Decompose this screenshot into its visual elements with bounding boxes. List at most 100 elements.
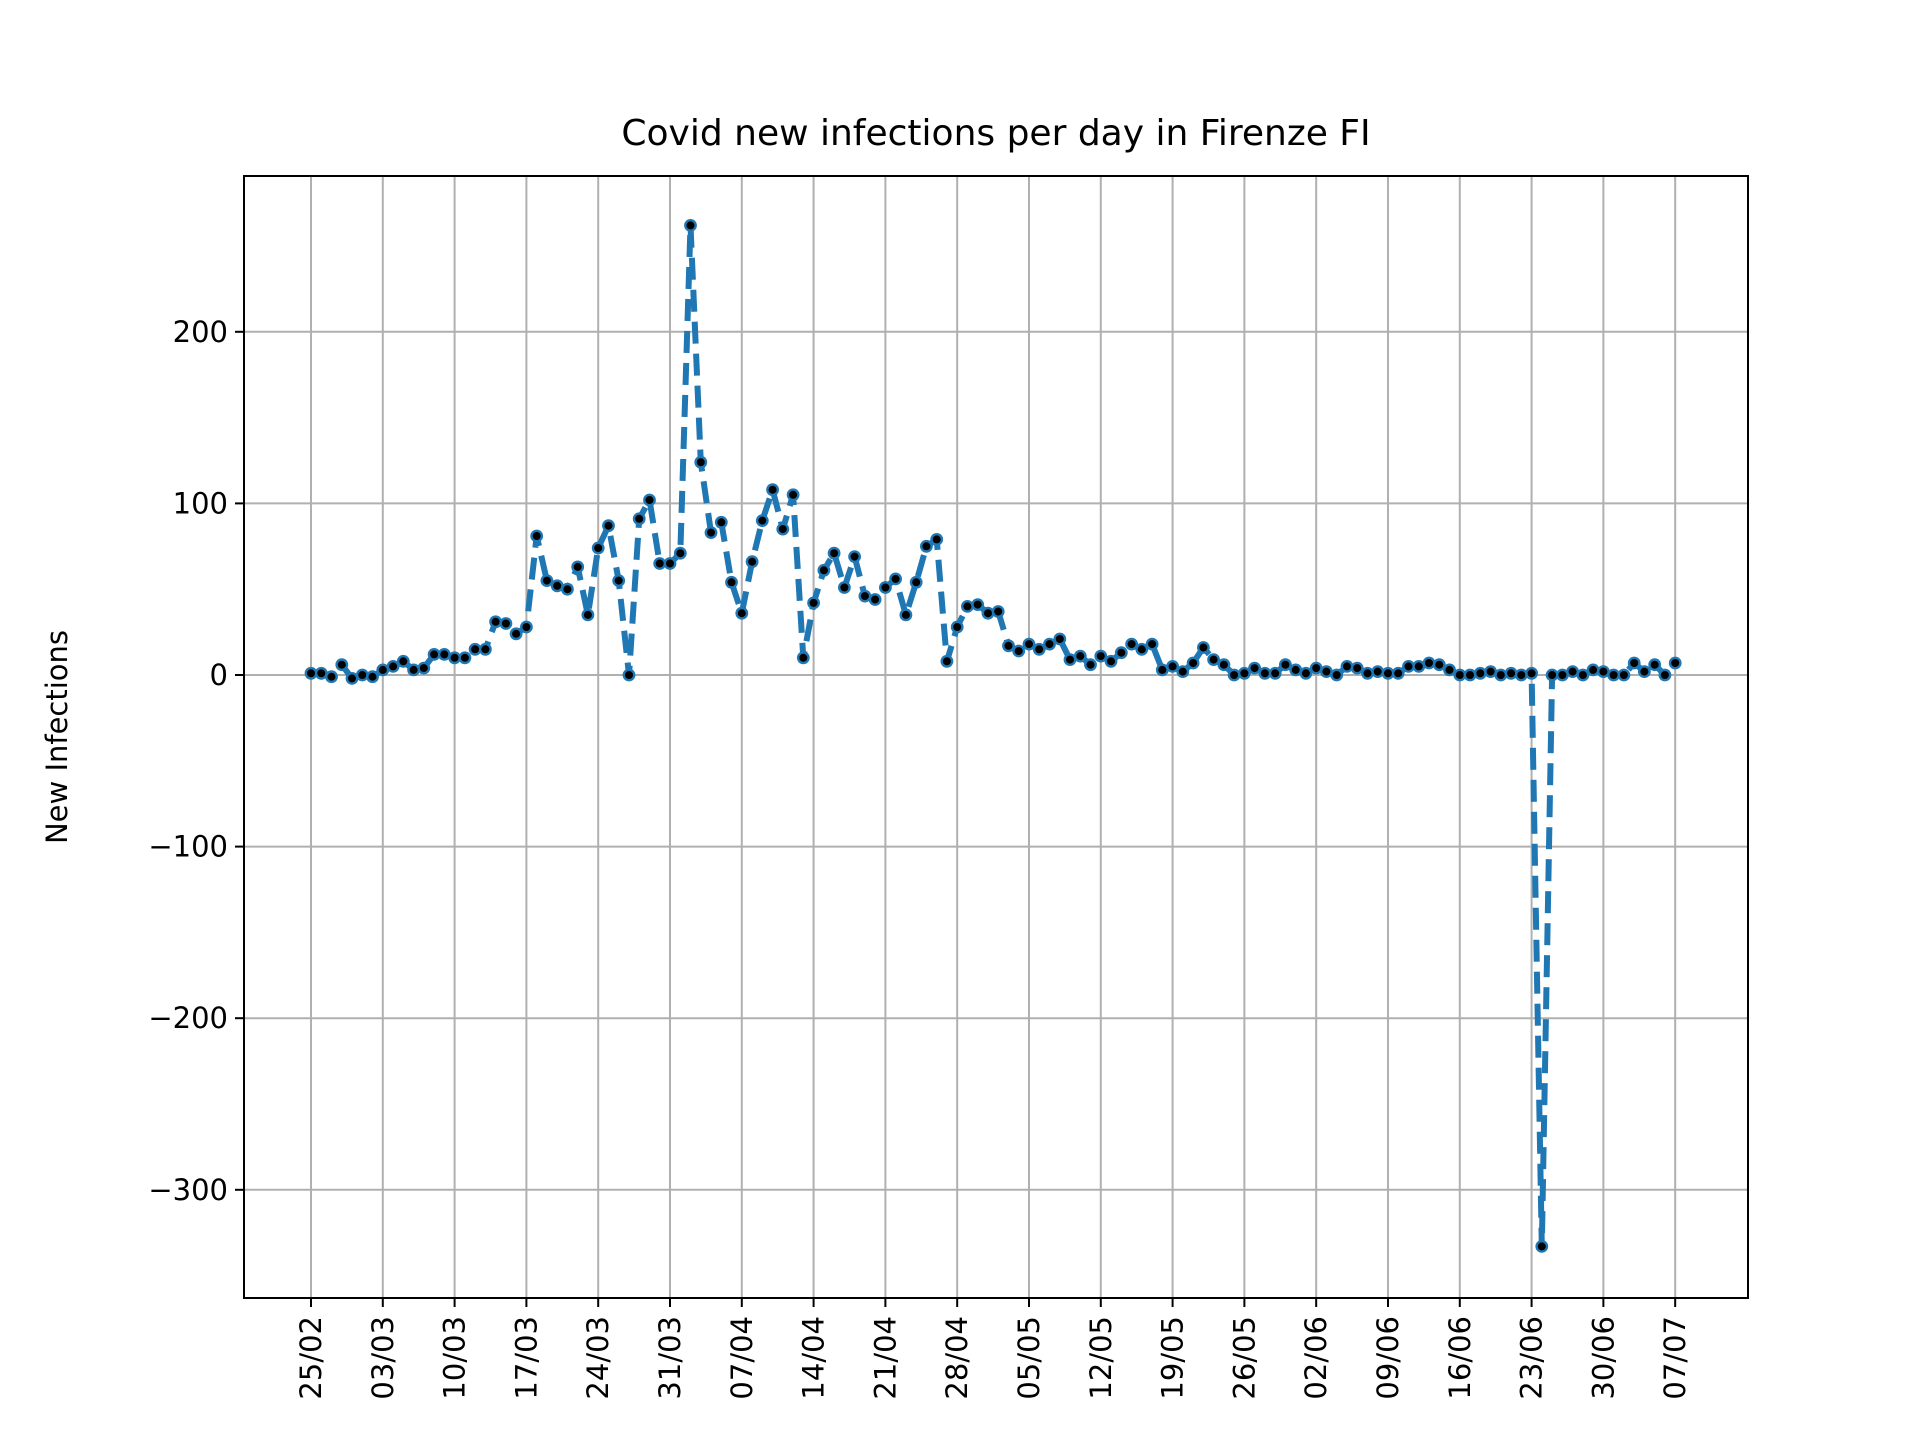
data-point: [673, 546, 687, 560]
data-point: [437, 648, 451, 661]
data-point: [643, 493, 656, 507]
data-point: [591, 541, 605, 555]
data-point: [1494, 668, 1508, 682]
data-point: [981, 606, 995, 620]
data-point: [1073, 649, 1087, 663]
data-point: [1350, 661, 1364, 675]
data-point: [1145, 637, 1159, 651]
x-tick-label: 02/06: [1299, 1316, 1333, 1400]
y-axis: −300 −200 −100 0 100 200: [148, 315, 244, 1207]
x-tick-label: 12/05: [1084, 1316, 1118, 1400]
data-point: [304, 666, 318, 680]
data-point: [1432, 658, 1446, 672]
data-point: [396, 654, 410, 668]
data-point: [1535, 1240, 1549, 1253]
data-point: [458, 651, 472, 665]
data-point: [1412, 660, 1426, 673]
data-point: [561, 582, 574, 596]
data-point: [1186, 656, 1200, 670]
data-point: [868, 593, 882, 606]
data-point: [1658, 668, 1672, 682]
data-point: [858, 589, 872, 603]
data-point: [468, 642, 482, 656]
data-point: [1125, 637, 1139, 651]
y-tick-label: 200: [173, 315, 228, 349]
data-point: [366, 670, 379, 684]
data-point: [1309, 661, 1323, 675]
data-point: [786, 488, 800, 502]
x-tick-label: 31/03: [653, 1316, 687, 1400]
series-layer: [304, 218, 1682, 1253]
data-point: [1227, 668, 1241, 682]
data-point: [1453, 668, 1467, 682]
series-line: [311, 222, 1678, 1250]
data-point: [407, 663, 420, 677]
y-tick-label: −100: [148, 830, 228, 864]
data-point: [838, 581, 851, 594]
data-point: [714, 515, 728, 529]
data-point: [1484, 665, 1498, 678]
data-point: [571, 560, 585, 574]
data-point: [1586, 663, 1600, 677]
x-tick-label: 21/04: [868, 1316, 902, 1400]
data-point: [1053, 632, 1067, 646]
data-point: [817, 563, 831, 577]
data-point: [1197, 641, 1210, 654]
data-point: [1648, 658, 1662, 672]
data-point: [1463, 668, 1477, 682]
data-point: [1238, 666, 1251, 680]
data-point: [735, 606, 749, 620]
data-point: [1597, 665, 1610, 678]
x-tick-label: 24/03: [581, 1316, 615, 1400]
data-point: [489, 615, 502, 629]
data-point: [1504, 666, 1518, 680]
data-point: [448, 651, 461, 665]
data-point: [427, 648, 441, 661]
data-point: [325, 670, 338, 684]
data-point: [581, 608, 595, 622]
data-point: [1176, 665, 1190, 678]
data-point: [632, 512, 646, 526]
x-tick-label: 16/06: [1443, 1316, 1477, 1400]
data-point: [499, 617, 513, 630]
data-point: [478, 642, 492, 656]
data-point: [1012, 644, 1026, 658]
data-point: [1217, 658, 1231, 672]
data-point: [1361, 666, 1374, 680]
x-tick-label: 23/06: [1515, 1316, 1549, 1400]
data-point: [694, 455, 708, 469]
data-point: [509, 627, 523, 641]
data-point: [971, 598, 985, 611]
data-point: [1627, 656, 1641, 670]
data-point: [1381, 666, 1395, 680]
data-point: [1545, 668, 1559, 682]
data-point: [1279, 658, 1292, 672]
data-point: [745, 555, 759, 569]
data-point: [1002, 639, 1015, 653]
data-point: [622, 668, 636, 682]
data-point: [1576, 668, 1590, 682]
x-tick-label: 19/05: [1156, 1316, 1190, 1400]
data-point: [612, 574, 626, 587]
data-point: [1248, 661, 1262, 675]
data-point: [848, 550, 861, 563]
data-point: [1340, 660, 1354, 673]
data-point: [345, 672, 359, 685]
data-point: [1084, 658, 1097, 672]
data-point: [950, 620, 964, 634]
data-point: [879, 581, 892, 594]
data-point: [386, 660, 400, 673]
data-point: [376, 663, 390, 677]
data-point: [684, 218, 697, 232]
data-point: [1556, 668, 1569, 682]
data-point: [520, 620, 533, 634]
y-tick-label: −300: [148, 1173, 228, 1207]
data-point: [1473, 666, 1487, 680]
data-point: [1320, 665, 1333, 678]
data-point: [827, 546, 841, 560]
data-point: [1032, 642, 1046, 656]
x-tick-label: 07/04: [725, 1316, 759, 1400]
data-point: [530, 529, 544, 543]
